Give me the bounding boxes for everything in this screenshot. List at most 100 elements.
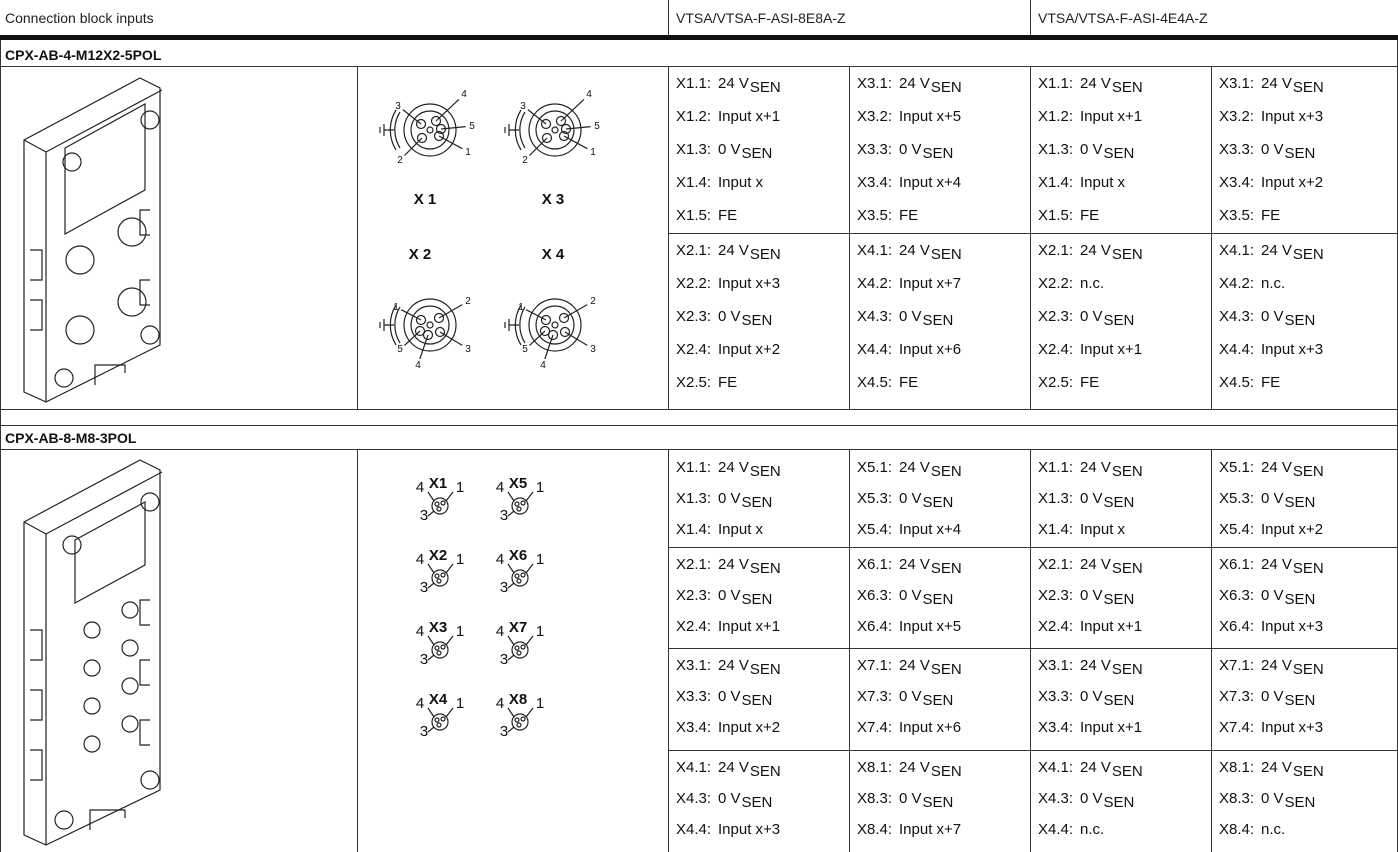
connector-label: X8: [509, 691, 527, 708]
connector-inner: [535, 110, 575, 150]
pin-number: 4: [496, 479, 504, 496]
pin-id: X4.2:: [1219, 275, 1254, 292]
pin-contact: [436, 650, 442, 656]
pin-id: X3.3:: [676, 688, 711, 705]
connector-outline: [403, 298, 457, 352]
pin-id: X2.3:: [1038, 587, 1073, 604]
pin-number: 1: [456, 479, 464, 496]
connector-label: X1: [429, 475, 447, 492]
pin-id: X3.1:: [857, 75, 892, 92]
connector-outline: [431, 641, 449, 659]
pin-id: X2.1:: [1038, 242, 1073, 259]
pin-leader: [507, 635, 534, 661]
pin-signal: 24 V: [899, 242, 930, 259]
pin-signal: n.c.: [1261, 821, 1285, 838]
pin-contact: [516, 578, 522, 584]
pin-id: X3.3:: [857, 141, 892, 158]
pin-signal: 0 V: [718, 790, 741, 807]
pin-signal: Input x: [1080, 521, 1126, 538]
pin-id: X7.4:: [1219, 719, 1254, 736]
housing-drawing: [23, 459, 163, 846]
pin-id: X2.4:: [1038, 618, 1073, 635]
connector-outline: [431, 569, 449, 587]
connector-label: X7: [509, 619, 527, 636]
pin-signal: FE: [1080, 207, 1099, 224]
pin-leader: [560, 98, 585, 122]
pin-number: 5: [594, 121, 600, 132]
pin-signal-subscript: SEN: [1285, 494, 1316, 511]
pin-signal: Input x+2: [718, 719, 780, 736]
pin-number: 4: [586, 89, 592, 100]
pin-number: 2: [465, 296, 471, 307]
pin-number: 3: [465, 344, 471, 355]
pin-contact: [440, 572, 446, 578]
pin-signal-subscript: SEN: [1285, 692, 1316, 709]
pin-contact: [539, 325, 551, 337]
pin-leader: [427, 491, 454, 517]
pin-signal: 0 V: [718, 688, 741, 705]
pin-signal-subscript: SEN: [923, 312, 954, 329]
pin-signal: 24 V: [899, 75, 930, 92]
pin-signal: Input x+3: [718, 821, 780, 838]
pin-contact: [440, 644, 446, 650]
pin-id: X4.3:: [1038, 790, 1073, 807]
pin-number: 3: [520, 101, 526, 112]
pin-contact: [440, 500, 446, 506]
pin-id: X1.3:: [1038, 490, 1073, 507]
pin-id: X8.1:: [857, 759, 892, 776]
pin-id: X2.3:: [1038, 308, 1073, 325]
pin-id: X4.4:: [857, 341, 892, 358]
pin-id: X5.4:: [1219, 521, 1254, 538]
pin-leader: [564, 331, 588, 346]
connector-outline: [511, 641, 529, 659]
pin-contact: [514, 645, 520, 651]
connector-label: X 3: [542, 191, 565, 208]
pin-number: 1: [536, 695, 544, 712]
pin-signal: 24 V: [1261, 759, 1292, 776]
pin-signal-subscript: SEN: [1112, 79, 1143, 96]
pin-number: 4: [415, 360, 421, 371]
connector-label: X3: [429, 619, 447, 636]
pin-signal-subscript: SEN: [931, 560, 962, 577]
pin-id: X6.1:: [1219, 556, 1254, 573]
pin-signal: 24 V: [1261, 556, 1292, 573]
pin-id: X4.4:: [1219, 341, 1254, 358]
connector-shield: [379, 304, 401, 346]
pin-id: X2.4:: [676, 618, 711, 635]
pin-number: 5: [469, 121, 475, 132]
pin-leader: [438, 135, 463, 150]
pin-signal: Input x+7: [899, 821, 961, 838]
pin-number: 1: [536, 623, 544, 640]
pin-signal-subscript: SEN: [1112, 560, 1143, 577]
pin-signal: 0 V: [899, 308, 922, 325]
pin-signal-subscript: SEN: [1112, 246, 1143, 263]
pin-signal-subscript: SEN: [1293, 463, 1324, 480]
pin-signal: Input x+2: [1261, 174, 1323, 191]
connector-m8: [507, 635, 534, 661]
pin-id: X1.4:: [1038, 174, 1073, 191]
pin-leader: [402, 109, 422, 125]
pin-id: X7.1:: [857, 657, 892, 674]
pin-number: 1: [518, 302, 524, 313]
pin-signal: 0 V: [899, 587, 922, 604]
pin-id: X2.1:: [676, 242, 711, 259]
pin-signal-subscript: SEN: [1285, 145, 1316, 162]
pin-id: X1.4:: [676, 174, 711, 191]
connector-m8: [427, 635, 454, 661]
pin-id: X4.2:: [857, 275, 892, 292]
pin-id: X2.5:: [676, 374, 711, 391]
pin-number: 2: [590, 296, 596, 307]
pin-signal: Input x+5: [899, 618, 961, 635]
pin-signal: 24 V: [1080, 759, 1111, 776]
pin-signal-subscript: SEN: [923, 145, 954, 162]
pin-id: X3.1:: [1219, 75, 1254, 92]
pin-signal-subscript: SEN: [931, 763, 962, 780]
pin-id: X5.1:: [857, 459, 892, 476]
connector-m8: [427, 707, 454, 733]
pin-contact: [514, 573, 520, 579]
pin-signal: 24 V: [1261, 242, 1292, 259]
pin-signal-subscript: SEN: [1104, 591, 1135, 608]
pin-id: X4.4:: [676, 821, 711, 838]
pin-signal: Input x+4: [899, 521, 961, 538]
